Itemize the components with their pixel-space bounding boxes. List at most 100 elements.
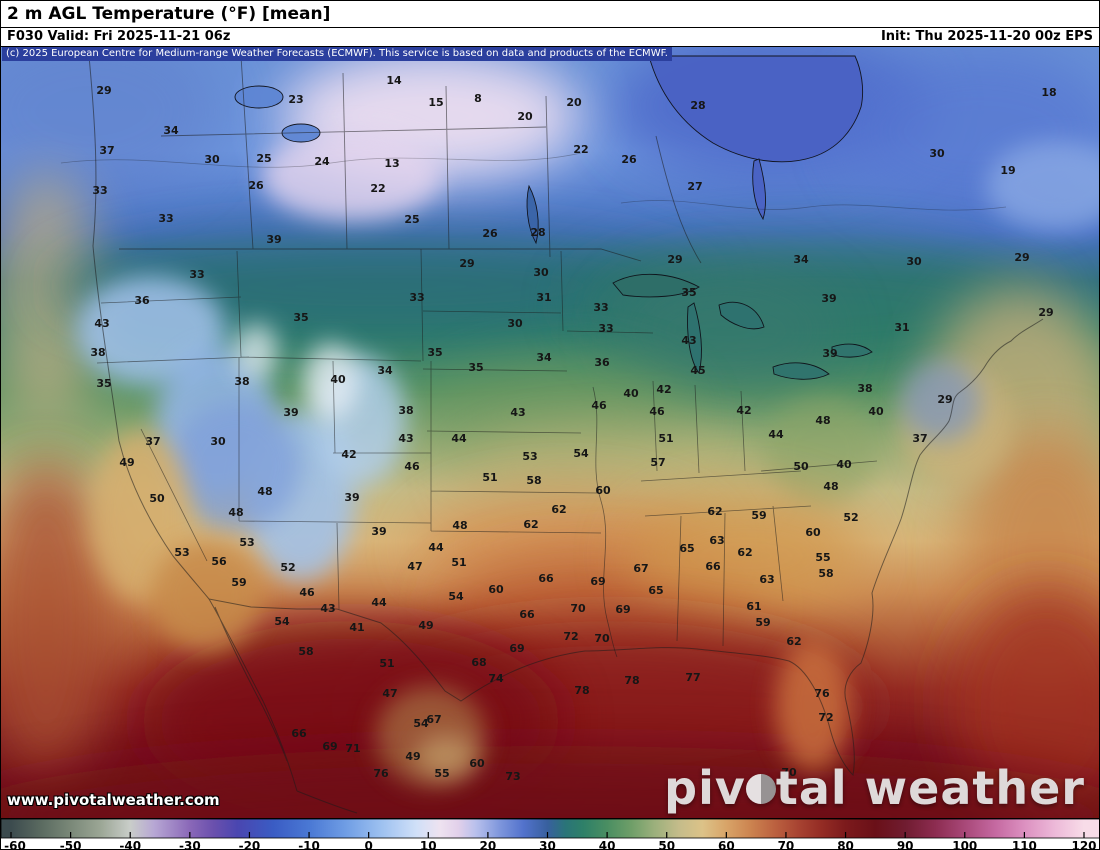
temp-value-label: 54 [274,615,290,628]
temp-value-label: 37 [145,435,160,448]
temp-value-label: 65 [679,542,694,555]
temp-value-label: 46 [299,586,315,599]
temp-value-label: 54 [448,590,464,603]
temp-value-label: 68 [471,656,486,669]
page-title: 2 m AGL Temperature (°F) [mean] [7,4,331,24]
temp-value-label: 49 [119,456,134,469]
temp-value-label: 30 [533,266,549,279]
temperature-colorbar: -60 -50 -40 -30 -20 -10 0 10 20 30 40 50 60 70 80 90 100… [1,818,1099,850]
temp-value-label: 37 [912,432,927,445]
temp-value-label: 36 [134,294,150,307]
temp-value-label: 27 [687,180,702,193]
colorbar-tick-label: 60 [718,839,735,850]
temp-value-label: 40 [623,387,639,400]
init-time-label: Init: Thu 2025-11-20 00z EPS [880,29,1093,44]
temp-value-label: 60 [805,526,821,539]
colorbar-tick-label: 80 [837,839,854,850]
temp-value-label: 33 [189,268,204,281]
temp-value-label: 53 [522,450,537,463]
temp-value-label: 72 [818,711,833,724]
temp-value-label: 30 [204,153,220,166]
us-state-borders [96,248,878,658]
temp-value-label: 36 [594,356,610,369]
temp-value-label: 39 [266,233,281,246]
temp-value-label: 44 [768,428,784,441]
temp-value-label: 76 [814,687,830,700]
temp-value-label: 22 [573,143,588,156]
temp-value-label: 35 [681,286,696,299]
temp-value-label: 74 [488,672,504,685]
temp-value-label: 14 [386,74,402,87]
temp-value-label: 43 [510,406,525,419]
temp-value-label: 43 [398,432,413,445]
temp-value-label: 29 [1038,306,1053,319]
temp-value-label: 25 [404,213,419,226]
temp-value-label: 76 [373,767,389,780]
forecast-valid-label: F030 Valid: Fri 2025-11-21 06z [7,29,231,44]
temp-value-label: 69 [322,740,337,753]
temp-value-label: 40 [330,373,346,386]
lake-huron [718,301,765,330]
temp-value-label: 34 [377,364,393,377]
temp-value-label: 38 [398,404,413,417]
temp-value-label: 55 [815,551,830,564]
colorbar-tick-label: 120 [1071,839,1096,850]
temp-value-label: 23 [288,93,303,106]
temp-value-label: 31 [536,291,551,304]
temp-value-label: 56 [211,555,227,568]
temp-value-label: 60 [595,484,611,497]
temp-value-label: 42 [341,448,356,461]
colorbar-tick-label: -50 [60,839,82,850]
temp-value-label: 60 [488,583,504,596]
temp-value-label: 62 [786,635,801,648]
temp-value-label: 22 [370,182,385,195]
temp-value-label: 66 [538,572,554,585]
temp-value-label: 70 [781,766,797,779]
colorbar-gradient [1,819,1099,838]
colorbar-tick-label: -10 [298,839,320,850]
colorbar-ticks [10,832,1085,838]
header-row-meta: F030 Valid: Fri 2025-11-21 06z Init: Thu… [1,28,1099,47]
logo-o-icon [745,774,776,804]
lake-michigan [687,302,702,375]
temp-value-label: 67 [426,713,441,726]
colorbar-tick-label: 30 [539,839,556,850]
temp-value-label: 33 [409,291,424,304]
temp-value-label: 49 [405,750,420,763]
temp-value-label: 35 [427,346,442,359]
temp-value-label: 62 [737,546,752,559]
colorbar-tick-label: -30 [179,839,201,850]
temp-value-label: 59 [755,616,770,629]
temp-value-label: 51 [658,432,673,445]
water-bodies [234,55,873,380]
temp-value-label: 78 [574,684,589,697]
colorbar-tick-label: -60 [4,839,26,850]
watermark-url: www.pivotalweather.com [7,791,220,809]
temp-value-label: 26 [621,153,637,166]
temp-value-label: 38 [857,382,872,395]
temp-value-label: 62 [707,505,722,518]
temp-value-label: 37 [99,144,114,157]
temp-value-label: 46 [649,405,665,418]
temp-value-label: 55 [434,767,449,780]
temp-value-label: 35 [468,361,483,374]
temp-value-label: 25 [256,152,271,165]
temperature-map: 29 23 14 15 8 20 20 28 18 34 37 30 25 24 13 22 26 30 19 33 2… [1,47,1099,818]
temp-value-label: 35 [293,311,308,324]
temp-value-label: 70 [570,602,586,615]
coastlines [88,55,1044,814]
temp-value-label: 66 [519,608,535,621]
temp-value-label: 51 [379,657,394,670]
temperature-labels: 29 23 14 15 8 20 20 28 18 34 37 30 25 24 13 22 26 30 19 33 2… [90,74,1056,783]
temp-value-label: 70 [594,632,610,645]
colorbar-tick-label: 110 [1012,839,1037,850]
temp-value-label: 39 [283,406,298,419]
temp-value-label: 66 [291,727,307,740]
temp-value-label: 66 [705,560,721,573]
temp-value-label: 54 [573,447,589,460]
temp-value-label: 53 [174,546,189,559]
hudson-bay [648,55,864,163]
temp-value-label: 47 [407,560,422,573]
temp-value-label: 53 [239,536,254,549]
